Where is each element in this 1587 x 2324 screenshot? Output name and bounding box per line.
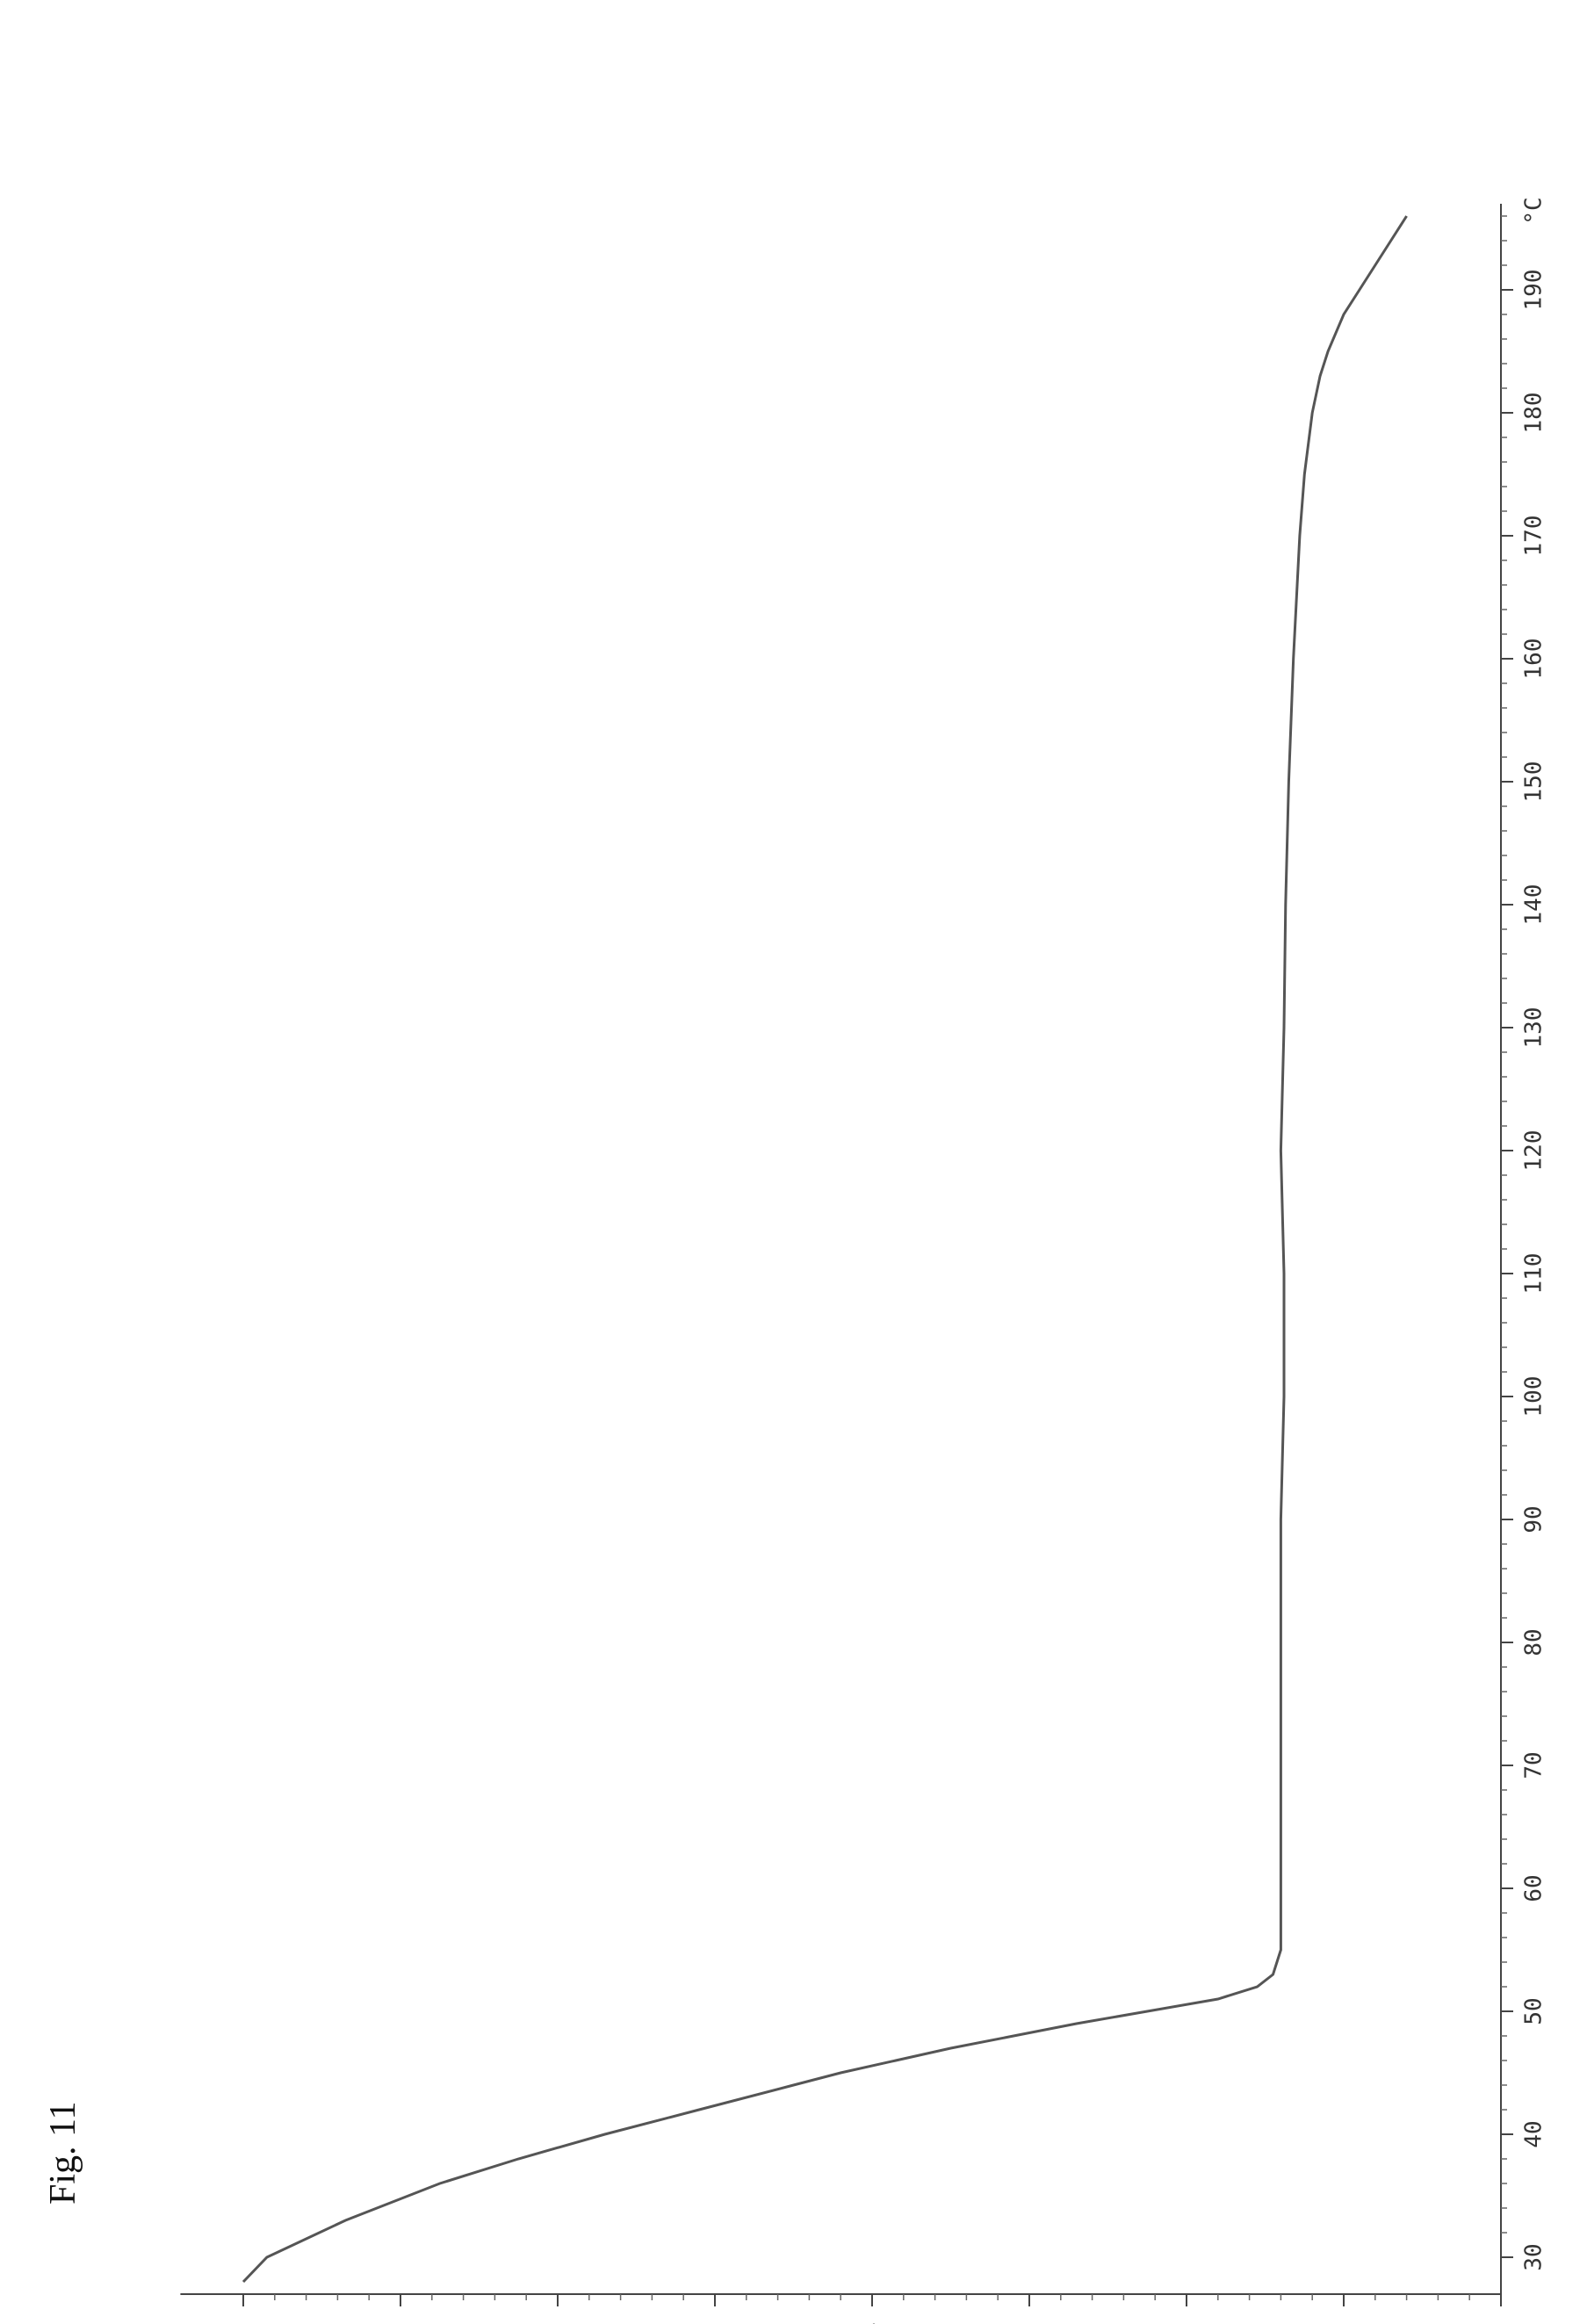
x-tick-label: 100 bbox=[1521, 1376, 1547, 1418]
x-tick-label: 140 bbox=[1521, 884, 1547, 926]
x-tick-label: 170 bbox=[1521, 516, 1547, 557]
x-tick-label: 30 bbox=[1521, 2243, 1547, 2270]
x-tick-label: 110 bbox=[1521, 1253, 1547, 1295]
x-tick-label: 70 bbox=[1521, 1751, 1547, 1779]
x-tick-label: 80 bbox=[1521, 1628, 1547, 1656]
x-ticks: 30 40 50 60 70 80 90 100 110 120 130 140 150 160 170 18… bbox=[1501, 216, 1547, 2271]
x-tick-label: 40 bbox=[1521, 2120, 1547, 2147]
x-tick-label: 190 bbox=[1521, 270, 1547, 311]
x-tick-label: 50 bbox=[1521, 1997, 1547, 2024]
x-tick-label: 130 bbox=[1521, 1007, 1547, 1049]
y-ticks: 0-1-2-3-4-5-6-7-8 bbox=[230, 2294, 1514, 2324]
x-tick-label: 90 bbox=[1521, 1505, 1547, 1533]
x-tick-label: 60 bbox=[1521, 1874, 1547, 1902]
plot-area: 30 40 50 60 70 80 90 100 110 120 130 140 150 160 170 18… bbox=[149, 197, 1547, 2324]
x-tick-label: 160 bbox=[1521, 639, 1547, 680]
series-line bbox=[243, 216, 1407, 2282]
x-tick-label: 120 bbox=[1521, 1130, 1547, 1172]
x-tick-label: 150 bbox=[1521, 761, 1547, 803]
x-axis-label: °C bbox=[1521, 197, 1547, 224]
x-tick-label: 180 bbox=[1521, 393, 1547, 434]
